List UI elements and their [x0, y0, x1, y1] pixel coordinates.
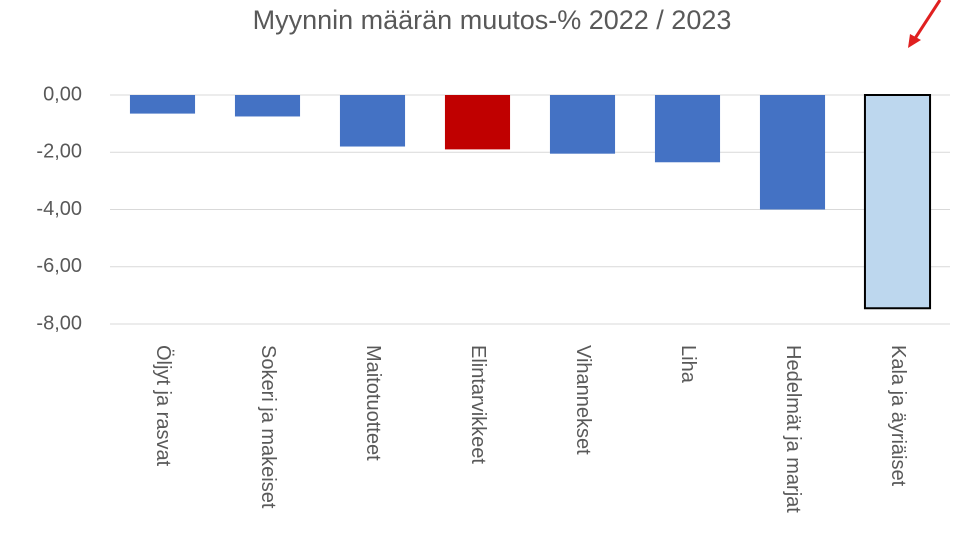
y-tick-label: -6,00 [36, 255, 82, 277]
bar [654, 95, 721, 163]
y-tick-label: -4,00 [36, 198, 82, 220]
y-tick-label: -8,00 [36, 312, 82, 334]
bar [339, 95, 406, 147]
x-tick-label: Liha [677, 345, 699, 384]
annotation-arrow [908, 0, 942, 48]
x-tick-label: Vihannekset [572, 345, 594, 455]
bar [863, 94, 932, 310]
bar [549, 95, 616, 154]
y-tick-label: 0,00 [43, 83, 82, 105]
y-tick-label: -2,00 [36, 141, 82, 163]
x-tick-label: Elintarvikkeet [467, 345, 489, 464]
x-tick-label: Hedelmät ja marjat [782, 345, 804, 513]
bar [444, 95, 511, 150]
x-tick-label: Öljyt ja rasvat [152, 345, 174, 467]
bar [234, 95, 301, 117]
bar [759, 95, 826, 210]
bar [129, 95, 196, 114]
x-tick-label: Kala ja äyriäiset [887, 345, 909, 487]
x-tick-label: Maitotuotteet [362, 345, 384, 461]
x-tick-label: Sokeri ja makeiset [257, 345, 279, 509]
chart-title: Myynnin määrän muutos-% 2022 / 2023 [253, 5, 732, 35]
